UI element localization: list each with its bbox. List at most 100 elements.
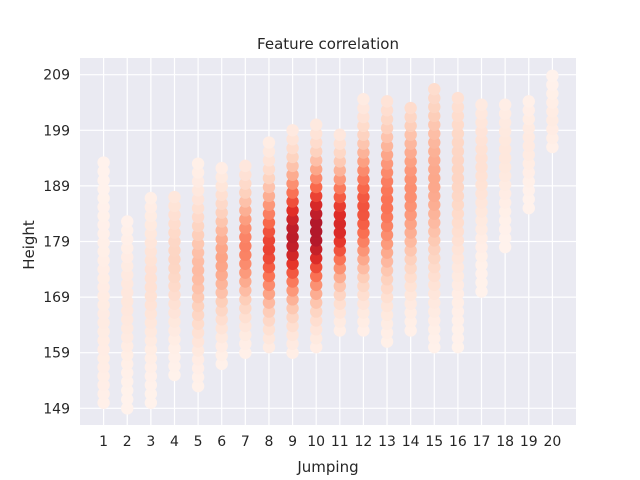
hexbin-cell	[498, 223, 512, 236]
hexbin-cell	[428, 118, 441, 131]
hexbin-cell	[357, 261, 370, 275]
hexbin-cell	[215, 339, 228, 353]
hexbin-cell	[428, 145, 441, 158]
hexbin-cell	[97, 307, 110, 320]
hexbin-cell	[451, 296, 465, 309]
x-tick-label: 4	[170, 434, 179, 450]
hexbin-cell	[309, 234, 323, 247]
hexbin-cell	[475, 187, 488, 200]
hexbin-cell	[428, 154, 441, 167]
hexbin-cell	[168, 217, 181, 230]
hexbin-cell	[215, 259, 228, 273]
hexbin-cell	[144, 209, 158, 223]
hexbin-cell	[144, 254, 158, 267]
hexbin-cell	[546, 122, 559, 136]
y-tick-label: 199	[43, 123, 70, 139]
hexbin-cell	[357, 181, 370, 195]
hexbin-cell	[333, 146, 347, 159]
x-tick-label: 6	[217, 434, 226, 450]
hexbin-cell	[357, 217, 370, 230]
hexbin-cell	[262, 171, 276, 185]
hexbin-cell	[380, 290, 394, 304]
hexbin-cell	[546, 87, 559, 100]
hexbin-cell	[451, 136, 465, 149]
hexbin-cell	[239, 168, 252, 181]
hexbin-cell	[380, 237, 394, 250]
hexbin-cell	[357, 226, 370, 239]
hexbin-cell	[286, 132, 299, 146]
hexbin-cell	[309, 269, 323, 283]
hexbin-cell	[262, 340, 276, 354]
hexbin-cell	[191, 362, 205, 375]
hexbin-cell	[144, 280, 158, 294]
hexbin-cell	[168, 279, 181, 293]
hexbin-cell	[215, 313, 228, 326]
hexbin-cell	[451, 216, 465, 229]
x-tick-label: 18	[496, 434, 514, 450]
hexbin-cell	[404, 181, 417, 195]
hexbin-cell	[239, 186, 252, 199]
hexbin-cell	[286, 124, 299, 137]
hexbin-cell	[380, 317, 394, 330]
y-axis-label: Height	[20, 220, 38, 270]
hexbin-cell	[357, 244, 370, 257]
x-tick-label: 8	[264, 434, 273, 450]
hexbin-cell	[144, 227, 158, 240]
hexbin-cell	[451, 154, 465, 167]
hexbin-cell	[522, 130, 535, 144]
hexbin-cell	[380, 219, 394, 233]
hexbin-column	[546, 69, 559, 154]
hexbin-cell	[498, 187, 512, 200]
hexbin-cell	[97, 272, 110, 285]
hexbin-column	[428, 82, 441, 354]
hexbin-cell	[286, 275, 299, 288]
hexbin-cell	[286, 248, 299, 262]
hexbin-cell	[357, 110, 370, 124]
hexbin-cell	[404, 297, 417, 310]
hexbin-cell	[309, 216, 323, 229]
hexbin-cell	[475, 196, 488, 209]
hexbin-cell	[309, 171, 323, 185]
hexbin-cell	[309, 145, 323, 158]
hexbin-cell	[475, 258, 488, 272]
hexbin-cell	[121, 322, 134, 335]
hexbin-cell	[404, 110, 417, 124]
hexbin-cell	[357, 128, 370, 141]
hexbin-cell	[215, 179, 228, 193]
hexbin-cell	[309, 198, 323, 211]
hexbin-cell	[498, 98, 512, 111]
hexbin-cell	[380, 308, 394, 322]
hexbin-cell	[191, 246, 205, 259]
hexbin-cell	[191, 335, 205, 348]
hexbin-cell	[97, 227, 110, 240]
hexbin-cell	[97, 280, 110, 294]
hexbin-column	[121, 215, 134, 415]
hexbin-cell	[215, 304, 228, 317]
hexbin-column	[475, 98, 488, 298]
hexbin-cell	[451, 314, 465, 327]
hexbin-cell	[121, 313, 134, 326]
hexbin-cell	[428, 82, 441, 96]
hexbin-cell	[428, 278, 441, 292]
y-tick-label: 179	[43, 235, 70, 251]
hexbin-cell	[451, 332, 465, 345]
hexbin-cell	[546, 114, 559, 127]
hexbin-cell	[498, 178, 512, 191]
hexbin-cell	[121, 295, 134, 308]
hexbin-cell	[451, 207, 465, 220]
hexbin-cell	[380, 121, 394, 135]
hexbin-cell	[333, 155, 347, 168]
hexbin-cell	[380, 282, 394, 295]
x-tick-label: 19	[520, 434, 538, 450]
hexbin-cell	[428, 260, 441, 274]
hexbin-cell	[191, 344, 205, 357]
hexbin-cell	[428, 91, 441, 105]
hexbin-cell	[428, 234, 441, 247]
hexbin-column	[239, 159, 252, 359]
hexbin-cell	[498, 231, 512, 245]
hexbin-cell	[239, 239, 252, 253]
hexbin-cell	[144, 343, 158, 356]
hexbin-cell	[333, 244, 347, 257]
hexbin-cell	[239, 293, 252, 306]
hexbin-cell	[144, 396, 158, 409]
